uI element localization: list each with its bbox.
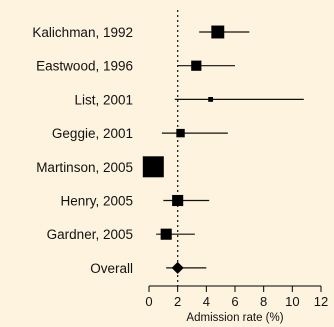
point-estimate-square (208, 97, 214, 102)
study-label: Gardner, 2005 (47, 227, 133, 242)
x-tick-label: 4 (203, 294, 210, 309)
point-estimate-square (176, 128, 185, 138)
x-tick-label: 6 (231, 294, 238, 309)
study-label: Henry, 2005 (60, 194, 133, 209)
plot-area: Kalichman, 1992 Eastwood, 1996 List, 2001 G… (32, 10, 304, 286)
study-label: Kalichman, 1992 (32, 25, 133, 40)
x-tick-label: 8 (260, 294, 267, 309)
x-axis-title: Admission rate (%) (186, 312, 283, 324)
x-tick-label: 2 (174, 294, 181, 309)
overall-diamond (171, 261, 184, 274)
point-estimate-square (211, 25, 225, 39)
study-label: Eastwood, 1996 (36, 59, 133, 74)
study-label: Martinson, 2005 (36, 160, 133, 175)
x-axis: 0 2 4 6 8 10 12 (145, 285, 328, 309)
x-tick-label: 0 (145, 294, 152, 309)
x-tick-label: 10 (285, 294, 299, 309)
point-estimate-square (172, 194, 184, 207)
x-tick-label: 12 (314, 294, 328, 309)
overall-label: Overall (90, 261, 133, 276)
study-label: List, 2001 (74, 92, 133, 107)
point-estimate-square (160, 228, 172, 240)
point-estimate-square (142, 156, 164, 178)
point-estimate-square (191, 60, 202, 71)
study-label: Geggie, 2001 (52, 126, 133, 141)
